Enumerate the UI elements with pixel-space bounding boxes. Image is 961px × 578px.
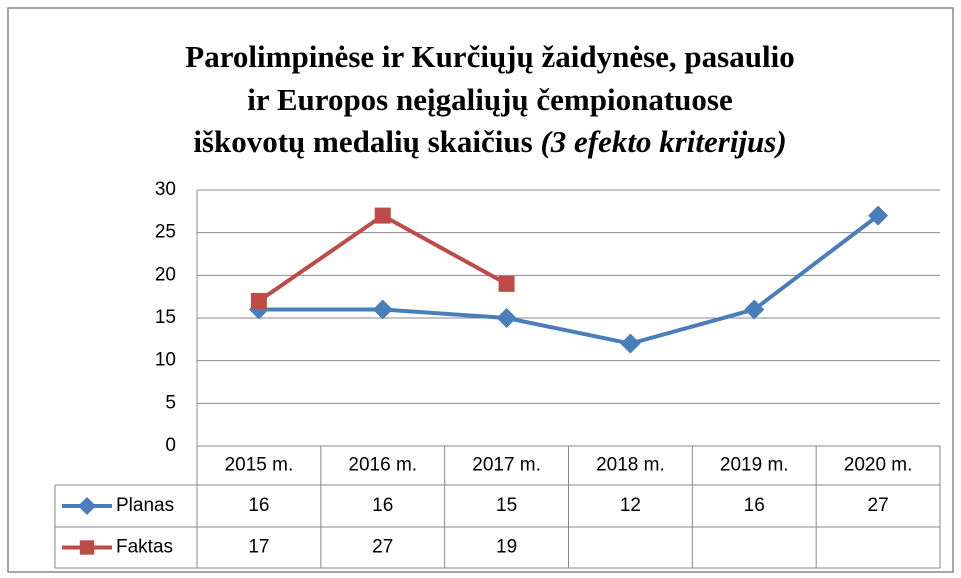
y-tick-label: 30 [155, 179, 176, 200]
table-value: 27 [372, 537, 393, 558]
x-tick-label: 2017 m. [472, 455, 541, 476]
x-tick-label: 2020 m. [844, 455, 913, 476]
y-tick-label: 0 [165, 435, 176, 456]
chart-title: iškovotų medalių skaičius (3 efekto krit… [193, 124, 786, 159]
chart-title: iškovotų medalių skaičius [193, 124, 532, 159]
y-tick-label: 20 [155, 264, 176, 285]
x-tick-label: 2015 m. [225, 455, 294, 476]
legend-label: Faktas [116, 537, 173, 558]
chart-title: Parolimpinėse ir Kurčiųjų žaidynėse, pas… [185, 39, 794, 74]
legend-label: Planas [116, 495, 174, 516]
series-line [258, 214, 880, 346]
data-point [868, 205, 889, 226]
table-value: 15 [496, 495, 517, 516]
data-point [620, 333, 641, 354]
chart-border [7, 7, 954, 573]
table-value: 12 [620, 495, 641, 516]
x-tick-label: 2018 m. [596, 455, 665, 476]
x-tick-label: 2019 m. [720, 455, 789, 476]
y-tick-label: 5 [165, 392, 176, 413]
y-tick-label: 10 [155, 350, 176, 371]
legend-marker [78, 497, 96, 515]
chart-title-note: (3 efekto kriterijus) [540, 124, 786, 159]
table-value: 16 [372, 495, 393, 516]
data-point [496, 308, 517, 328]
y-tick-label: 25 [155, 222, 176, 243]
table-value: 17 [248, 537, 269, 558]
table-value: 16 [248, 495, 269, 516]
x-tick-label: 2016 m. [348, 455, 417, 476]
table-value: 27 [868, 495, 889, 516]
data-point [374, 207, 391, 224]
table-value: 19 [496, 537, 517, 558]
legend-marker [79, 540, 95, 555]
y-tick-label: 15 [155, 307, 176, 328]
data-point [372, 299, 393, 320]
data-point [498, 275, 515, 292]
data-point [744, 299, 765, 320]
table-value: 16 [744, 495, 765, 516]
data-point [250, 292, 267, 309]
chart-title: ir Europos neįgaliųjų čempionatuose [247, 82, 732, 117]
